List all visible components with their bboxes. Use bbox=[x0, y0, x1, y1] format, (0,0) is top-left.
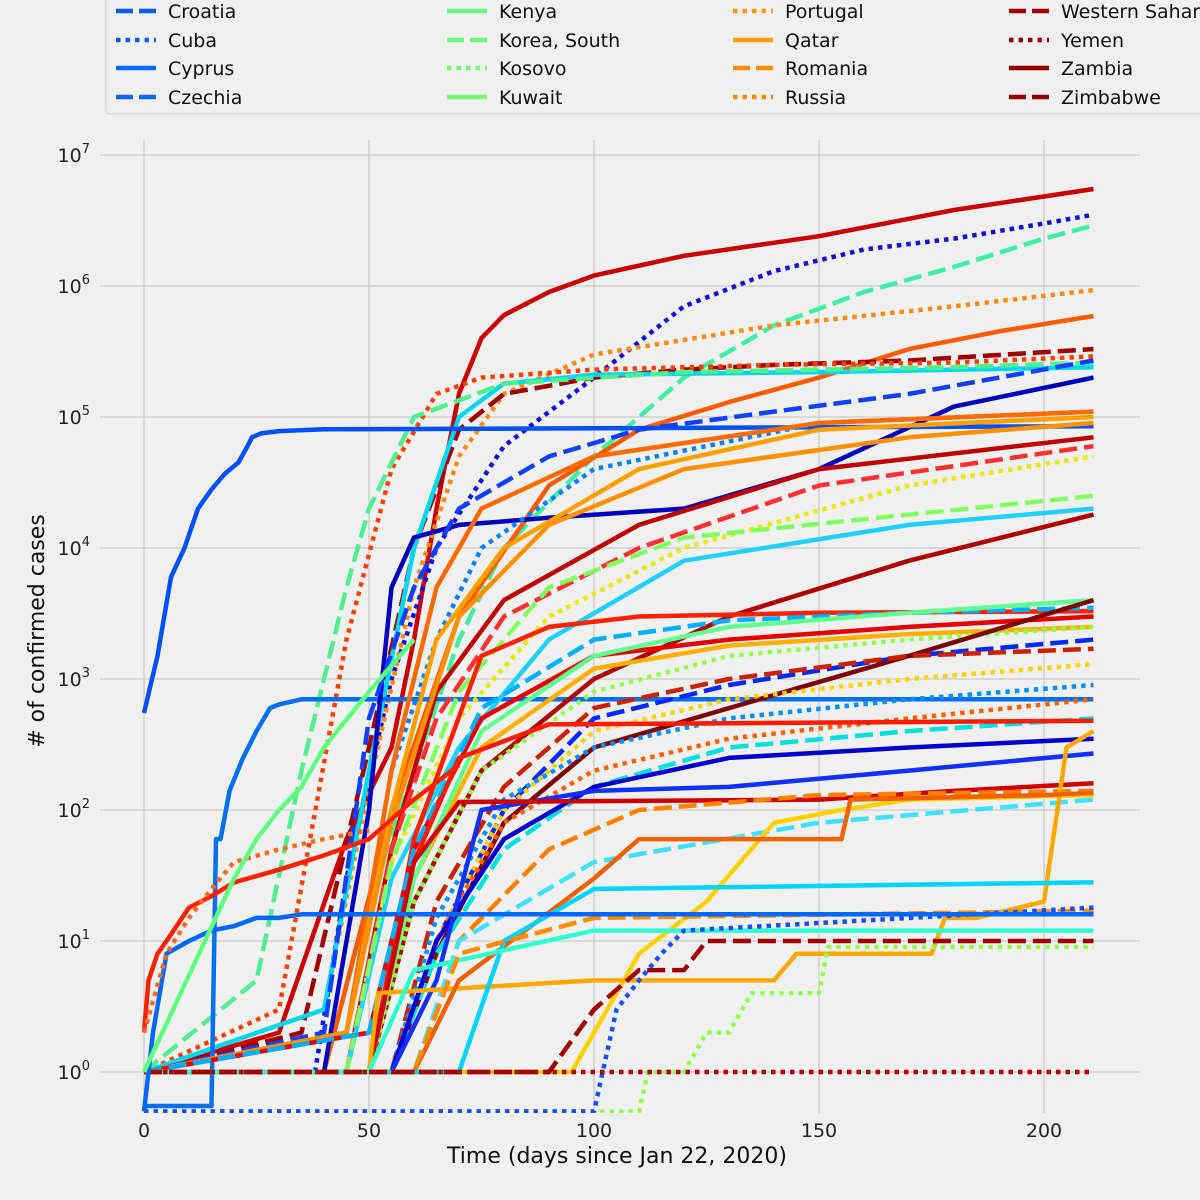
legend-label: Yemen bbox=[1060, 30, 1124, 52]
legend-label: Kosovo bbox=[499, 58, 567, 80]
series-line bbox=[144, 729, 1095, 1075]
series-line bbox=[143, 346, 1094, 1075]
series-line bbox=[142, 360, 1094, 1074]
series-line bbox=[144, 781, 1094, 1075]
y-tick-label: 101 bbox=[58, 928, 90, 953]
y-tick-label: 104 bbox=[58, 535, 90, 560]
series-line bbox=[144, 792, 1094, 1075]
legend-label: Kuwait bbox=[499, 87, 562, 109]
legend-label: Zimbabwe bbox=[1061, 87, 1161, 109]
legend-label: Western Sahara bbox=[1061, 1, 1200, 23]
series-line bbox=[144, 212, 1094, 1075]
legend-label: Cyprus bbox=[168, 58, 234, 80]
y-axis-label: # of confirmed cases bbox=[25, 514, 50, 748]
series-line bbox=[144, 716, 1094, 1075]
legend-label: Zambia bbox=[1061, 58, 1133, 80]
series-line bbox=[143, 420, 1094, 1075]
y-tick-label: 105 bbox=[58, 404, 90, 429]
x-tick-label: 200 bbox=[1026, 1120, 1062, 1142]
series-line bbox=[141, 828, 370, 1034]
y-tick-label: 106 bbox=[58, 273, 90, 298]
legend-label: Croatia bbox=[168, 1, 236, 23]
series-line bbox=[141, 763, 461, 1033]
x-tick-label: 150 bbox=[801, 1120, 837, 1142]
series-line bbox=[144, 790, 1094, 1075]
series-lines bbox=[141, 186, 1095, 1113]
series-line bbox=[143, 354, 1094, 1075]
legend-label: Qatar bbox=[785, 30, 839, 52]
series-line bbox=[144, 736, 1094, 1075]
legend-label: Korea, South bbox=[499, 30, 620, 52]
y-tick-label: 102 bbox=[58, 797, 90, 822]
legend: Croatia Cuba Cyprus Czechia Kenya Korea, Sout… bbox=[105, 0, 1200, 115]
series-line bbox=[144, 905, 1094, 1113]
series-line bbox=[144, 938, 1094, 1075]
x-tick-label: 50 bbox=[357, 1120, 381, 1142]
legend-box bbox=[105, 0, 1200, 115]
legend-label: Kenya bbox=[499, 1, 557, 23]
series-line bbox=[144, 944, 1094, 1113]
y-tick-label: 107 bbox=[58, 142, 90, 167]
axis-ticks: 0 50 100 150 200 100 101 102 103 104 105 106 107 bbox=[58, 142, 1063, 1142]
legend-label: Romania bbox=[785, 58, 868, 80]
series-line bbox=[144, 788, 1094, 1075]
series-line bbox=[143, 358, 1094, 1075]
series-line bbox=[141, 423, 1094, 714]
series-line bbox=[144, 661, 1094, 1075]
grid-lines bbox=[100, 140, 1140, 1113]
x-tick-label: 100 bbox=[576, 1120, 612, 1142]
y-tick-label: 103 bbox=[58, 666, 90, 691]
series-line bbox=[144, 697, 1094, 1109]
series-line bbox=[141, 638, 416, 1073]
legend-label: Russia bbox=[785, 87, 846, 109]
x-tick-label: 0 bbox=[138, 1120, 150, 1142]
x-axis-label: Time (days since Jan 22, 2020) bbox=[446, 1144, 787, 1169]
legend-label: Cuba bbox=[168, 30, 217, 52]
legend-label: Czechia bbox=[168, 87, 242, 109]
series-line bbox=[144, 718, 1094, 1075]
series-line bbox=[141, 912, 1094, 1112]
y-tick-label: 100 bbox=[58, 1059, 90, 1084]
series-line bbox=[144, 375, 1094, 1075]
legend-label: Portugal bbox=[785, 1, 864, 23]
series-line bbox=[144, 928, 1094, 1075]
